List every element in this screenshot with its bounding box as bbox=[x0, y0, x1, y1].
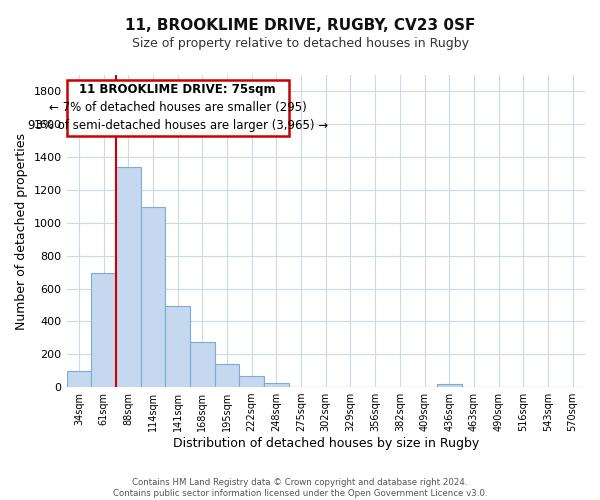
Text: 11 BROOKLIME DRIVE: 75sqm: 11 BROOKLIME DRIVE: 75sqm bbox=[79, 84, 276, 96]
Text: Size of property relative to detached houses in Rugby: Size of property relative to detached ho… bbox=[131, 38, 469, 51]
Bar bbox=[264, 383, 289, 387]
Bar bbox=[437, 384, 461, 387]
Bar bbox=[116, 167, 140, 387]
Text: ← 7% of detached houses are smaller (295): ← 7% of detached houses are smaller (295… bbox=[49, 102, 307, 114]
Bar bbox=[165, 306, 190, 387]
Bar bbox=[140, 207, 165, 387]
Text: 11, BROOKLIME DRIVE, RUGBY, CV23 0SF: 11, BROOKLIME DRIVE, RUGBY, CV23 0SF bbox=[125, 18, 475, 32]
Y-axis label: Number of detached properties: Number of detached properties bbox=[15, 132, 28, 330]
Text: Contains HM Land Registry data © Crown copyright and database right 2024.
Contai: Contains HM Land Registry data © Crown c… bbox=[113, 478, 487, 498]
Bar bbox=[91, 273, 116, 387]
Text: 93% of semi-detached houses are larger (3,965) →: 93% of semi-detached houses are larger (… bbox=[28, 119, 328, 132]
Bar bbox=[215, 364, 239, 387]
X-axis label: Distribution of detached houses by size in Rugby: Distribution of detached houses by size … bbox=[173, 437, 479, 450]
Bar bbox=[239, 376, 264, 387]
Bar bbox=[190, 342, 215, 387]
Bar bbox=[67, 370, 91, 387]
